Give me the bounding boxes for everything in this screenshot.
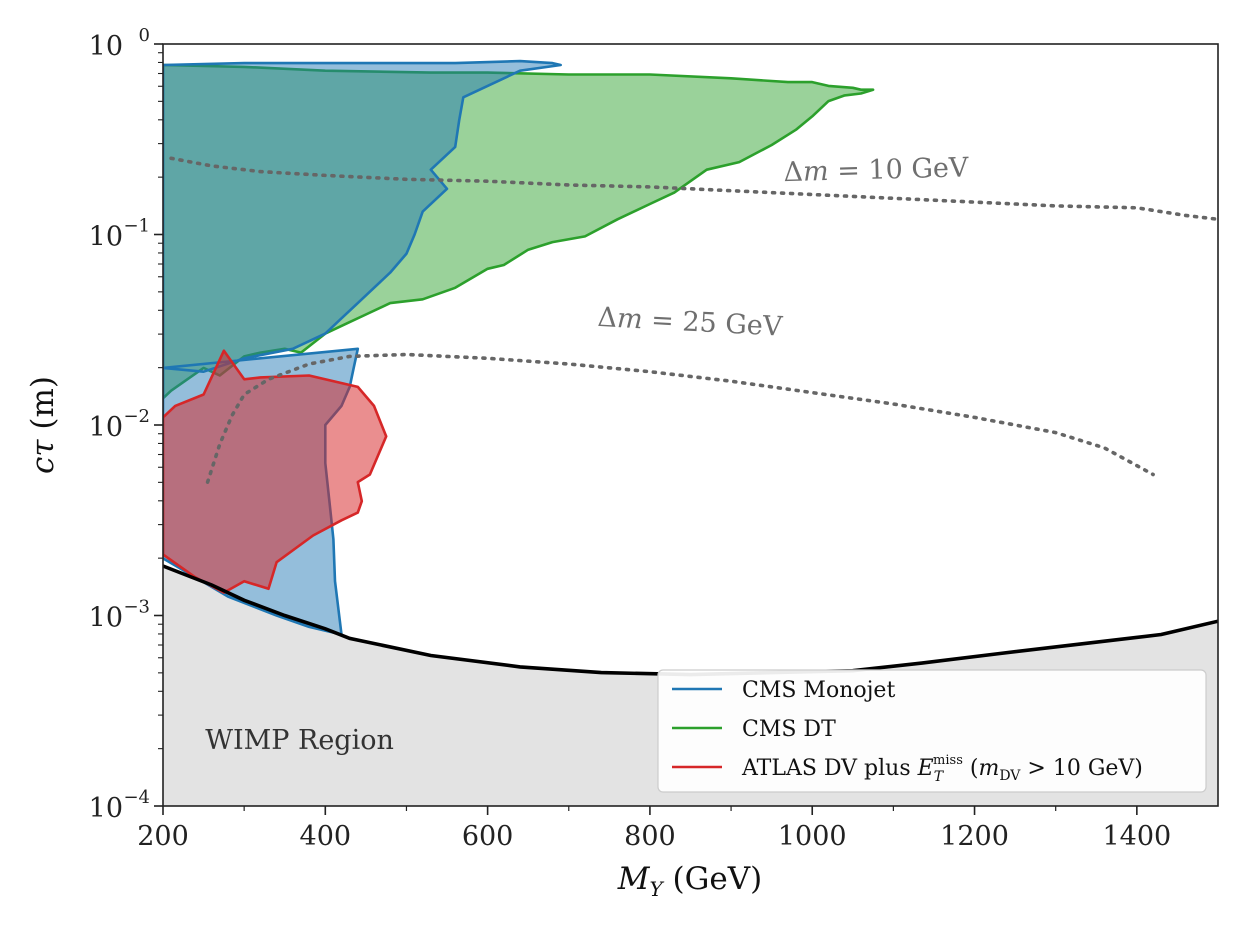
y-tick-label: 10 [89,793,123,824]
legend-label-monojet: CMS Monojet [742,678,895,703]
y-tick-exponent: −2 [123,406,150,427]
x-tick-label: 400 [300,821,352,852]
x-axis-label: MY (GeV) [617,861,763,901]
x-tick-label: 1400 [1102,821,1171,852]
annotation-dm-10: Δm = 10 GeV [783,152,969,188]
y-tick-exponent: −4 [123,787,150,808]
legend-label-dt: CMS DT [742,717,836,742]
region-dt [163,63,875,400]
x-tick-label: 1000 [778,821,847,852]
legend-label-atlas: ATLAS DV plus ETmiss (mDV > 10 GeV) [741,753,1143,785]
dotted-curve-0 [169,156,1218,222]
y-tick-label: 10 [89,31,123,62]
axes: 200 400 600 800 1000 1200 140010−410−310−210−1… [89,25,1172,852]
y-tick-label: 10 [89,222,123,253]
x-tick-label: 1200 [940,821,1009,852]
y-tick-label: 10 [89,603,123,634]
y-tick-exponent: −1 [123,216,150,237]
annotations: Δm = 10 GeV Δm = 25 GeV WIMP Region [205,152,969,756]
annotation-dm-25: Δm = 25 GeV [597,302,784,343]
legend: CMS Monojet CMS DT ATLAS DV plus ETmiss … [657,669,1207,793]
region-atlas [163,349,388,594]
dotted-curve-1 [205,352,1155,484]
legend-box [657,669,1207,793]
y-axis-label: cτ (m) [25,376,61,474]
y-tick-label: 10 [89,412,123,443]
x-tick-label: 800 [624,821,676,852]
y-tick-exponent: −3 [123,597,150,618]
y-tick-exponent: 0 [139,25,150,46]
wimp-boundary-line [163,564,1218,677]
wimp-region-label: WIMP Region [205,725,394,756]
x-tick-label: 600 [462,821,514,852]
x-tick-label: 200 [137,821,189,852]
